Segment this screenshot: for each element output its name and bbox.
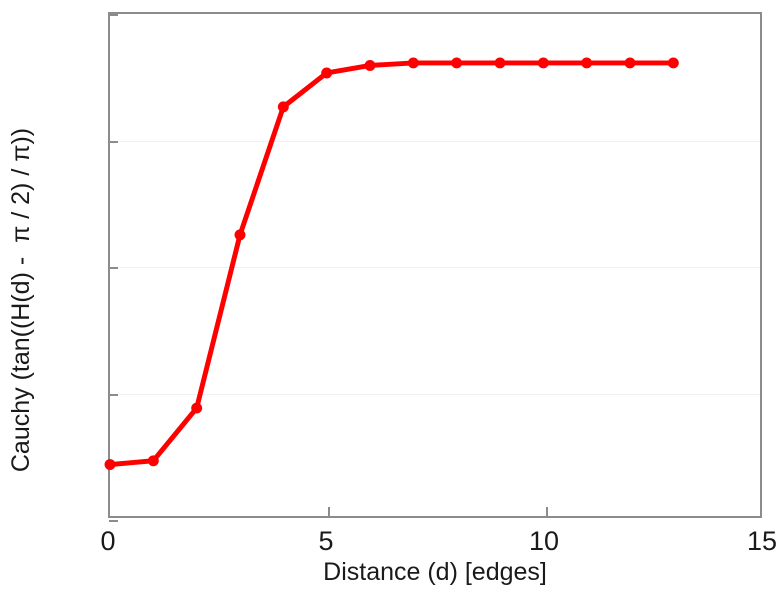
x-tick	[546, 507, 548, 516]
data-point-marker	[234, 229, 246, 241]
series-markers-cauchy	[104, 57, 679, 471]
x-tick-label: 10	[528, 526, 560, 556]
gridline-y	[110, 267, 760, 268]
x-tick-label: 5	[318, 526, 334, 556]
gridline-y	[110, 140, 760, 142]
x-tick-label: 15	[746, 526, 778, 556]
y-tick	[109, 267, 118, 269]
data-point-marker	[624, 57, 636, 69]
x-axis-title: Distance (d) [edges]	[323, 558, 547, 586]
x-tick	[328, 507, 330, 516]
data-point-marker	[451, 57, 463, 69]
data-point-marker	[277, 101, 289, 113]
data-point-marker	[104, 459, 116, 471]
data-point-marker	[581, 57, 593, 69]
data-point-marker	[407, 57, 419, 69]
y-tick	[109, 393, 118, 396]
data-point-marker	[147, 455, 159, 467]
series-line-cauchy	[107, 60, 676, 468]
y-tick	[109, 520, 118, 522]
data-point-marker	[667, 57, 679, 69]
data-point-marker	[494, 57, 506, 69]
data-point-marker	[537, 57, 549, 69]
series-layer	[104, 57, 679, 471]
plot-area	[104, 12, 762, 522]
data-point-marker	[364, 59, 376, 71]
y-tick	[109, 140, 118, 143]
x-tick-label: 0	[100, 526, 116, 556]
y-tick	[109, 14, 118, 16]
y-axis-title: Cauchy (tan((H(d) - π / 2) / π))	[6, 127, 35, 473]
data-point-marker	[191, 402, 203, 414]
data-point-marker	[321, 67, 333, 79]
gridline-y	[110, 393, 760, 395]
